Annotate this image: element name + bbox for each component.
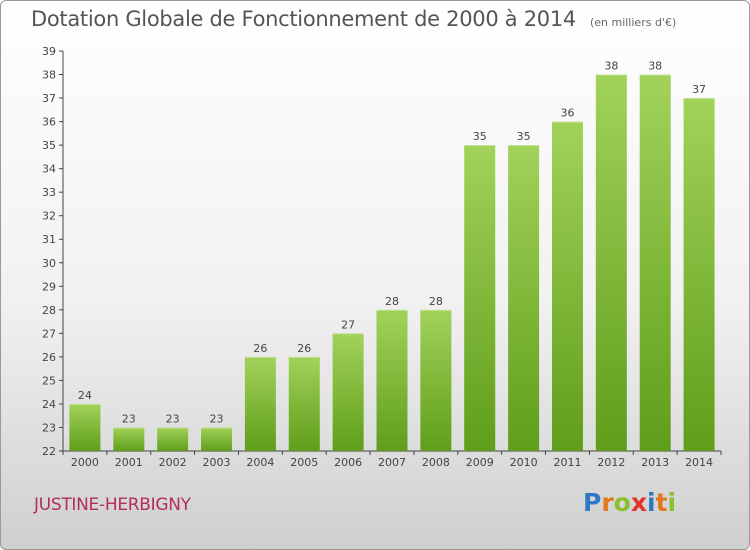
y-tick-label: 24 <box>42 398 56 411</box>
proxiti-logo: Proxiti <box>583 488 676 517</box>
data-label: 23 <box>166 412 180 425</box>
y-tick-label: 39 <box>42 45 56 58</box>
data-label: 38 <box>604 60 618 73</box>
y-tick-label: 34 <box>42 163 56 176</box>
bar-highlight <box>420 309 452 311</box>
chart-subtitle: (en milliers d'€) <box>589 16 677 29</box>
logo-letter: o <box>613 488 631 517</box>
bar-2002 <box>157 427 189 451</box>
bar-highlight <box>69 403 101 405</box>
bar-2008 <box>420 309 452 451</box>
data-label: 38 <box>648 60 662 73</box>
bar-highlight <box>639 74 671 76</box>
x-tick-label: 2012 <box>597 456 625 469</box>
bar-highlight <box>595 74 627 76</box>
bar-2006 <box>332 333 364 451</box>
commune-name: JUSTINE-HERBIGNY <box>34 495 191 515</box>
bar-highlight <box>201 427 233 429</box>
bar-2011 <box>551 121 583 452</box>
x-tick-label: 2013 <box>641 456 669 469</box>
logo-letter: P <box>583 488 602 517</box>
logo-letter: t <box>655 488 668 517</box>
x-tick-label: 2006 <box>334 456 362 469</box>
data-label: 23 <box>122 412 136 425</box>
logo-letter: x <box>630 488 647 517</box>
y-tick-label: 27 <box>42 327 56 340</box>
data-label: 28 <box>429 295 443 308</box>
y-tick-label: 22 <box>42 445 56 458</box>
x-tick-label: 2009 <box>466 456 494 469</box>
x-tick-label: 2004 <box>246 456 274 469</box>
y-tick-label: 36 <box>42 116 56 129</box>
data-label: 26 <box>297 342 311 355</box>
x-tick-label: 2003 <box>203 456 231 469</box>
x-tick-label: 2014 <box>685 456 713 469</box>
bar-2001 <box>113 427 145 451</box>
x-tick-label: 2002 <box>159 456 187 469</box>
bar-highlight <box>551 121 583 123</box>
y-tick-label: 35 <box>42 139 56 152</box>
x-tick-label: 2007 <box>378 456 406 469</box>
y-tick-label: 37 <box>42 92 56 105</box>
bar-highlight <box>376 309 408 311</box>
data-label: 24 <box>78 389 92 402</box>
y-tick-label: 38 <box>42 69 56 82</box>
bar-highlight <box>113 427 145 429</box>
x-tick-label: 2005 <box>290 456 318 469</box>
logo-letter: r <box>601 488 614 517</box>
bar-highlight <box>288 356 320 358</box>
y-tick-label: 25 <box>42 374 56 387</box>
bar-2004 <box>244 356 276 451</box>
y-tick-label: 30 <box>42 257 56 270</box>
bar-2010 <box>508 145 540 451</box>
y-tick-label: 32 <box>42 210 56 223</box>
data-label: 35 <box>517 130 531 143</box>
bar-highlight <box>244 356 276 358</box>
x-tick-label: 2010 <box>510 456 538 469</box>
bar-2009 <box>464 145 496 451</box>
y-tick-label: 28 <box>42 304 56 317</box>
bar-2005 <box>288 356 320 451</box>
data-label: 35 <box>473 130 487 143</box>
bar-highlight <box>464 145 496 147</box>
bar-2007 <box>376 309 408 451</box>
x-tick-label: 2008 <box>422 456 450 469</box>
data-label: 37 <box>692 83 706 96</box>
data-label: 28 <box>385 295 399 308</box>
bar-highlight <box>683 98 715 100</box>
bar-2014 <box>683 98 715 451</box>
logo-letter: i <box>667 488 677 517</box>
y-tick-label: 26 <box>42 351 56 364</box>
x-tick-label: 2000 <box>71 456 99 469</box>
bar-highlight <box>157 427 189 429</box>
bar-2012 <box>595 74 627 451</box>
data-label: 27 <box>341 318 355 331</box>
bar-highlight <box>332 333 364 335</box>
y-tick-label: 23 <box>42 421 56 434</box>
chart-title-text: Dotation Globale de Fonctionnement de 20… <box>31 7 576 31</box>
bar-2000 <box>69 403 101 451</box>
x-tick-label: 2001 <box>115 456 143 469</box>
data-label: 23 <box>210 412 224 425</box>
bar-highlight <box>508 145 540 147</box>
data-label: 36 <box>560 107 574 120</box>
data-label: 26 <box>253 342 267 355</box>
bar-2013 <box>639 74 671 451</box>
y-tick-label: 29 <box>42 280 56 293</box>
y-tick-label: 31 <box>42 233 56 246</box>
x-tick-label: 2011 <box>553 456 581 469</box>
bar-2003 <box>201 427 233 451</box>
logo-letter: i <box>647 488 656 517</box>
chart-title: Dotation Globale de Fonctionnement de 20… <box>31 7 676 31</box>
y-tick-label: 33 <box>42 186 56 199</box>
